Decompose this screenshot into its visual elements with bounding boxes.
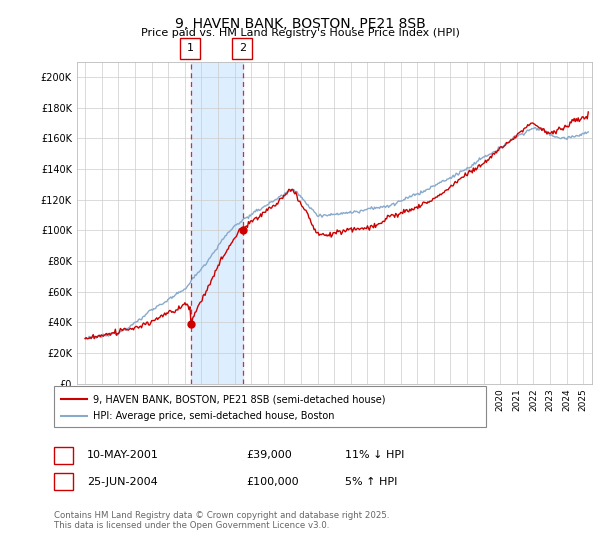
Text: 1: 1 — [187, 43, 194, 53]
Text: Contains HM Land Registry data © Crown copyright and database right 2025.
This d: Contains HM Land Registry data © Crown c… — [54, 511, 389, 530]
Text: 2: 2 — [239, 43, 246, 53]
Text: 1: 1 — [60, 450, 67, 460]
Text: HPI: Average price, semi-detached house, Boston: HPI: Average price, semi-detached house,… — [93, 410, 335, 421]
Text: 5% ↑ HPI: 5% ↑ HPI — [345, 477, 397, 487]
Text: £39,000: £39,000 — [246, 450, 292, 460]
Text: 25-JUN-2004: 25-JUN-2004 — [87, 477, 158, 487]
Text: 11% ↓ HPI: 11% ↓ HPI — [345, 450, 404, 460]
Text: 10-MAY-2001: 10-MAY-2001 — [87, 450, 159, 460]
Text: 9, HAVEN BANK, BOSTON, PE21 8SB: 9, HAVEN BANK, BOSTON, PE21 8SB — [175, 17, 425, 31]
Text: 2: 2 — [60, 477, 67, 487]
Text: £100,000: £100,000 — [246, 477, 299, 487]
Text: Price paid vs. HM Land Registry's House Price Index (HPI): Price paid vs. HM Land Registry's House … — [140, 28, 460, 38]
Text: 9, HAVEN BANK, BOSTON, PE21 8SB (semi-detached house): 9, HAVEN BANK, BOSTON, PE21 8SB (semi-de… — [93, 394, 386, 404]
Bar — [191, 62, 242, 384]
